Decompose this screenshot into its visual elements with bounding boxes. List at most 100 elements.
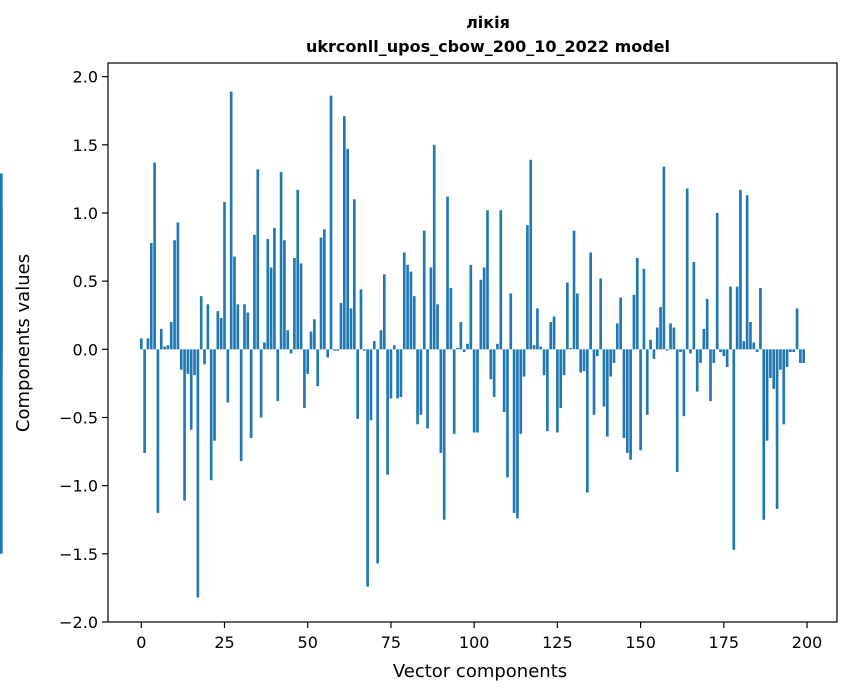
bar-65 bbox=[356, 349, 359, 419]
bar-150 bbox=[639, 349, 642, 451]
bar-48 bbox=[299, 263, 303, 350]
bar-29 bbox=[236, 304, 240, 350]
bar-52 bbox=[313, 319, 316, 350]
x-tick-label: 75 bbox=[381, 633, 401, 652]
bar-161 bbox=[675, 349, 679, 473]
bar-178 bbox=[732, 349, 736, 550]
bar-116 bbox=[526, 225, 529, 350]
bar-155 bbox=[655, 327, 659, 350]
bar-129 bbox=[569, 347, 573, 350]
bar-181 bbox=[742, 341, 746, 350]
bar-125 bbox=[556, 349, 559, 433]
bar-127 bbox=[562, 349, 566, 376]
bar-82 bbox=[412, 296, 416, 350]
bar-undefined bbox=[0, 349, 3, 372]
bar-140 bbox=[605, 349, 609, 437]
bar-182 bbox=[745, 195, 749, 350]
bar-84 bbox=[419, 349, 423, 415]
bar-14 bbox=[186, 349, 190, 374]
bar-63 bbox=[349, 308, 353, 350]
bar-31 bbox=[243, 304, 246, 350]
bar-118 bbox=[532, 345, 536, 350]
y-tick-label: 0.0 bbox=[73, 340, 98, 359]
bar-67 bbox=[362, 349, 366, 351]
bar-17 bbox=[196, 349, 200, 598]
bar-41 bbox=[276, 349, 280, 402]
bar-70 bbox=[372, 341, 376, 350]
bar-19 bbox=[203, 349, 206, 365]
bar-198 bbox=[799, 349, 802, 363]
bar-75 bbox=[389, 349, 393, 399]
bar-43 bbox=[283, 240, 286, 350]
bar-100 bbox=[472, 349, 476, 433]
bar-179 bbox=[735, 286, 739, 350]
bar-68 bbox=[366, 349, 369, 587]
bar-24 bbox=[219, 317, 223, 350]
bar-62 bbox=[346, 148, 349, 350]
bar-187 bbox=[762, 349, 766, 520]
bar-120 bbox=[539, 346, 543, 350]
bar-32 bbox=[246, 312, 250, 350]
bar-35 bbox=[256, 169, 260, 350]
bar-6 bbox=[159, 328, 163, 350]
bar-164 bbox=[685, 188, 689, 350]
bar-160 bbox=[672, 327, 676, 350]
bars bbox=[0, 91, 806, 598]
bar-131 bbox=[576, 293, 579, 350]
bar-146 bbox=[625, 349, 629, 453]
bar-156 bbox=[659, 307, 662, 350]
x-tick-label: 100 bbox=[459, 633, 490, 652]
bar-165 bbox=[689, 349, 692, 354]
y-axis-ticks: −2.0 −1.5 −1.0 −0.5 0.0 0.5 1.0 1.5 2.0 bbox=[59, 68, 108, 632]
bar-196 bbox=[792, 349, 796, 353]
bar-188 bbox=[765, 349, 769, 441]
plot-frame bbox=[107, 62, 838, 623]
bar-7 bbox=[163, 346, 166, 350]
bar-107 bbox=[496, 343, 499, 350]
bar-12 bbox=[179, 349, 183, 370]
bar-119 bbox=[536, 308, 539, 350]
bar-137 bbox=[596, 349, 599, 357]
bar-199 bbox=[802, 349, 806, 363]
bar-177 bbox=[729, 286, 732, 350]
bar-163 bbox=[682, 349, 686, 417]
bar-33 bbox=[249, 349, 253, 438]
bar-139 bbox=[602, 349, 606, 407]
bar-89 bbox=[436, 304, 439, 350]
bar-81 bbox=[409, 271, 413, 350]
bar-142 bbox=[612, 349, 616, 363]
bar-128 bbox=[566, 282, 569, 350]
bar-96 bbox=[459, 322, 463, 350]
bar-27 bbox=[229, 91, 233, 350]
bar-20 bbox=[206, 304, 210, 350]
bar-133 bbox=[582, 349, 586, 372]
bar-72 bbox=[379, 330, 383, 350]
bar-4 bbox=[153, 162, 156, 350]
bar-121 bbox=[542, 349, 546, 376]
x-axis-ticks: 0 25 50 75 100 125 150 175 200 bbox=[136, 622, 822, 652]
x-axis-label: Vector components bbox=[393, 661, 567, 682]
bar-123 bbox=[549, 322, 553, 350]
x-tick-label: 50 bbox=[298, 633, 318, 652]
bar-103 bbox=[482, 267, 486, 350]
bar-124 bbox=[552, 316, 556, 350]
y-axis-label: Components values bbox=[13, 254, 34, 432]
bar-113 bbox=[516, 349, 519, 519]
bar-51 bbox=[309, 331, 313, 350]
bar-173 bbox=[715, 212, 719, 350]
bar-106 bbox=[492, 349, 496, 398]
bar-0 bbox=[139, 338, 143, 350]
bar-34 bbox=[253, 234, 256, 350]
bar-111 bbox=[509, 293, 513, 350]
bar-25 bbox=[223, 202, 226, 350]
bar-45 bbox=[289, 349, 293, 354]
bar-22 bbox=[213, 349, 216, 441]
bar-109 bbox=[502, 349, 506, 413]
bar-26 bbox=[226, 349, 230, 403]
y-tick-label: 1.5 bbox=[73, 136, 98, 155]
bar-76 bbox=[392, 345, 396, 350]
bar-135 bbox=[589, 252, 592, 350]
bar-69 bbox=[369, 349, 373, 421]
bar-157 bbox=[662, 166, 666, 350]
bar-130 bbox=[572, 230, 576, 350]
